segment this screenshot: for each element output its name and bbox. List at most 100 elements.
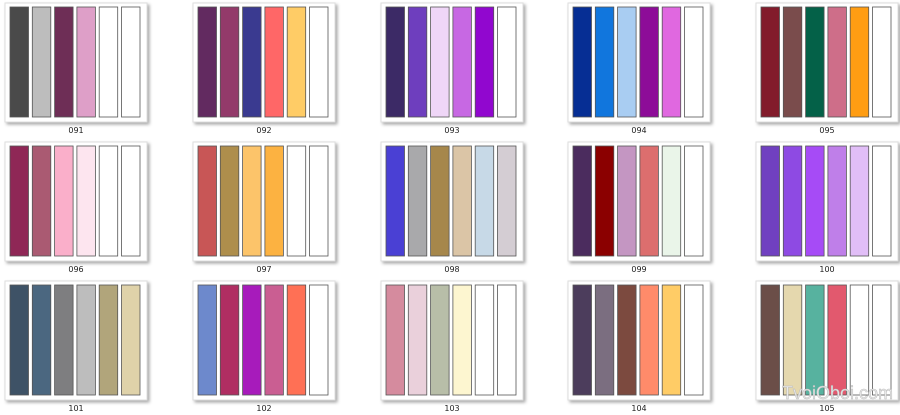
swatch — [121, 145, 141, 257]
swatch — [98, 6, 119, 118]
swatch — [452, 6, 472, 118]
thumbnail-label: 099 — [631, 265, 646, 274]
swatch — [219, 6, 240, 118]
thumbnail-label: 103 — [444, 404, 459, 413]
swatch — [760, 6, 780, 118]
swatch — [827, 145, 847, 257]
swatch — [594, 284, 615, 396]
swatch — [805, 6, 825, 118]
swatch — [452, 145, 472, 257]
swatch — [684, 284, 704, 396]
swatch — [497, 6, 517, 118]
swatch — [9, 6, 29, 118]
swatch — [872, 6, 892, 118]
swatch — [407, 6, 428, 118]
thumbnail-label: 096 — [68, 265, 83, 274]
swatch — [407, 145, 428, 257]
thumbnail-label: 091 — [68, 126, 83, 135]
thumbnail-label: 094 — [631, 126, 646, 135]
swatch — [849, 6, 870, 118]
swatch — [782, 6, 803, 118]
swatch — [76, 145, 96, 257]
swatch — [309, 145, 329, 257]
swatch — [121, 284, 141, 396]
swatch — [684, 145, 704, 257]
swatch — [54, 284, 74, 396]
swatch — [309, 6, 329, 118]
swatch — [827, 6, 847, 118]
swatch — [617, 284, 637, 396]
swatch — [497, 284, 517, 396]
swatch — [872, 284, 892, 396]
watermark: TvoiOboi.com — [782, 383, 893, 403]
swatch — [242, 145, 262, 257]
swatch — [849, 145, 870, 257]
swatch — [54, 6, 74, 118]
swatch — [76, 284, 96, 396]
swatch — [264, 145, 284, 257]
swatch — [572, 6, 592, 118]
swatch — [572, 284, 592, 396]
swatch — [474, 284, 495, 396]
swatch — [805, 284, 825, 396]
swatch — [219, 284, 240, 396]
thumbnail-label: 105 — [819, 404, 834, 413]
thumbnail-label: 102 — [256, 404, 271, 413]
swatch — [430, 284, 450, 396]
swatch — [242, 284, 262, 396]
swatch — [474, 6, 495, 118]
swatch — [197, 6, 217, 118]
swatch — [639, 145, 659, 257]
swatch — [430, 6, 450, 118]
swatch — [264, 284, 284, 396]
swatch — [760, 145, 780, 257]
swatch — [242, 6, 262, 118]
swatch — [385, 145, 405, 257]
swatch — [9, 145, 29, 257]
swatch — [594, 145, 615, 257]
swatch — [827, 284, 847, 396]
swatch — [782, 284, 803, 396]
swatch — [639, 284, 659, 396]
thumbnail-label: 100 — [819, 265, 834, 274]
swatch — [872, 145, 892, 257]
swatch — [286, 284, 307, 396]
swatch — [54, 145, 74, 257]
swatch — [661, 6, 682, 118]
thumbnail-label: 092 — [256, 126, 271, 135]
thumbnail-label: 097 — [256, 265, 271, 274]
swatch — [197, 284, 217, 396]
swatch — [661, 145, 682, 257]
swatch — [452, 284, 472, 396]
swatch — [497, 145, 517, 257]
swatch — [309, 284, 329, 396]
swatch — [639, 6, 659, 118]
swatch — [594, 6, 615, 118]
swatch — [286, 6, 307, 118]
swatch — [264, 6, 284, 118]
swatch — [286, 145, 307, 257]
thumbnail-label: 101 — [68, 404, 83, 413]
thumbnail-label: 095 — [819, 126, 834, 135]
swatch — [430, 145, 450, 257]
swatch — [805, 145, 825, 257]
swatch — [617, 145, 637, 257]
swatch — [98, 284, 119, 396]
swatch — [760, 284, 780, 396]
swatch — [617, 6, 637, 118]
swatch — [572, 145, 592, 257]
swatch — [782, 145, 803, 257]
swatch — [31, 284, 52, 396]
swatch — [474, 145, 495, 257]
swatch — [121, 6, 141, 118]
swatch — [76, 6, 96, 118]
swatch — [31, 6, 52, 118]
swatch — [219, 145, 240, 257]
swatch — [684, 6, 704, 118]
swatch — [31, 145, 52, 257]
thumbnail-label: 104 — [631, 404, 646, 413]
swatch — [197, 145, 217, 257]
swatch — [849, 284, 870, 396]
swatch — [661, 284, 682, 396]
